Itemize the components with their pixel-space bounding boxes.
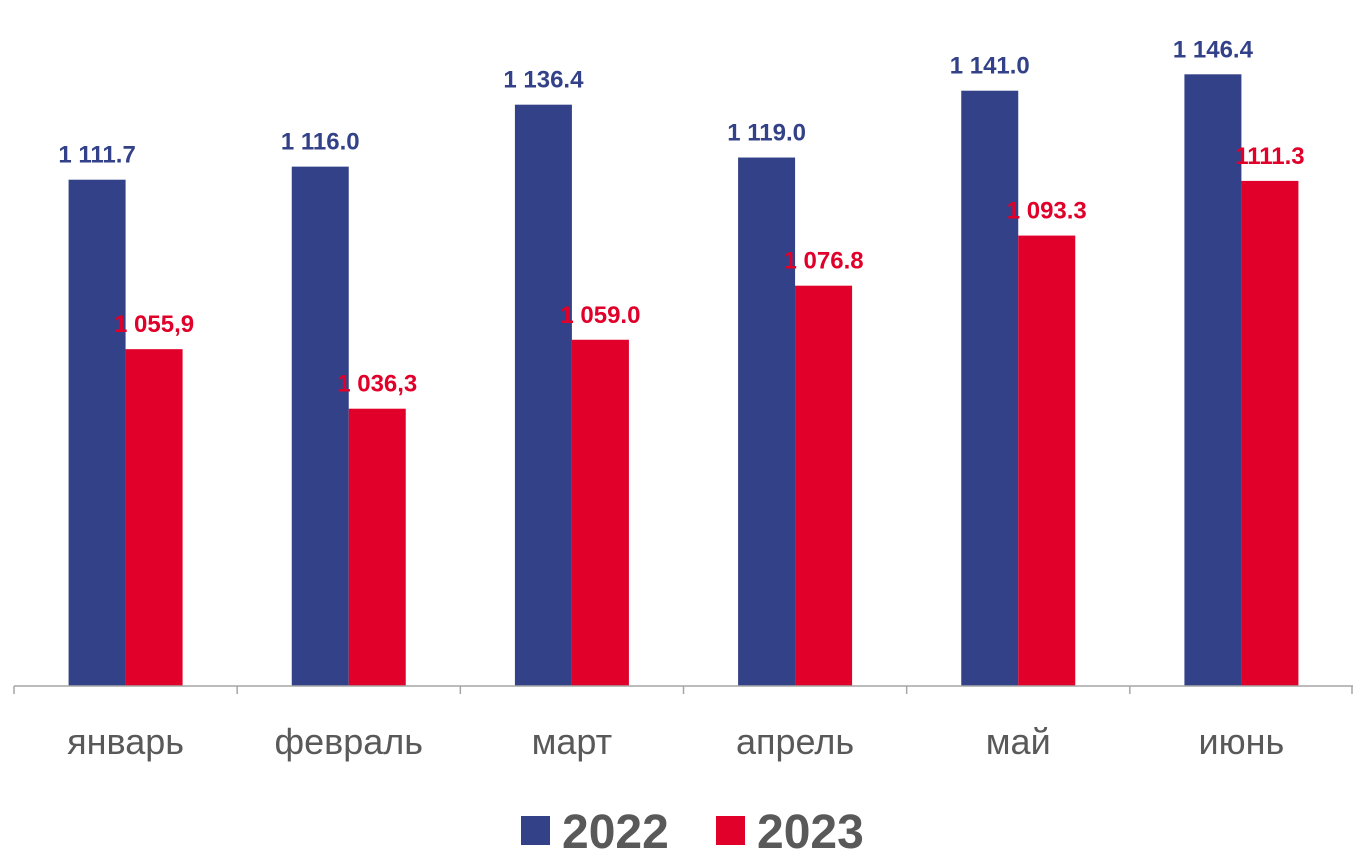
- bar-2023-0: [125, 349, 183, 686]
- data-label-2023-1: 1 036,3: [337, 371, 417, 398]
- x-axis: [13, 685, 1353, 694]
- bar-2022-5: [1184, 74, 1242, 687]
- data-label-2023-4: 1 093.3: [1007, 198, 1087, 225]
- bar-2023-3: [795, 285, 853, 686]
- bar-2022-1: [291, 166, 349, 686]
- data-label-2023-2: 1 059.0: [560, 302, 640, 329]
- bar-2023-5: [1241, 180, 1299, 686]
- legend: 2022 2023: [521, 806, 864, 858]
- bar-2023-2: [571, 339, 629, 686]
- category-label-2: март: [532, 721, 613, 762]
- data-label-2022-1: 1 116.0: [281, 129, 360, 156]
- legend-label-2022: 2022: [562, 806, 669, 858]
- data-labels-layer: 1 111.7 1 055,9 1 116.0 1 036,3 1 136.4 1 059…: [58, 36, 1304, 397]
- legend-label-2023: 2023: [757, 806, 864, 858]
- legend-swatch-2022: [521, 816, 550, 845]
- bar-2022-3: [738, 157, 796, 686]
- category-label-3: апрель: [736, 721, 854, 762]
- bar-2022-2: [514, 104, 572, 686]
- bar-2023-1: [348, 408, 406, 686]
- category-label-0: январь: [67, 721, 184, 762]
- bar-2022-0: [68, 179, 126, 686]
- bars-layer: [68, 74, 1299, 687]
- data-label-2022-3: 1 119.0: [727, 120, 806, 147]
- data-label-2023-0: 1 055,9: [114, 311, 194, 338]
- data-label-2022-0: 1 111.7: [58, 142, 135, 169]
- bar-2023-4: [1018, 235, 1076, 687]
- category-label-5: июнь: [1199, 721, 1285, 762]
- data-label-2022-2: 1 136.4: [503, 67, 584, 94]
- category-labels: январь февраль март апрель май июнь: [67, 721, 1284, 762]
- data-label-2022-5: 1 146.4: [1173, 36, 1254, 63]
- category-label-1: февраль: [274, 721, 423, 762]
- category-label-4: май: [986, 721, 1051, 762]
- data-label-2022-4: 1 141.0: [950, 53, 1030, 80]
- data-label-2023-3: 1 076.8: [784, 248, 864, 275]
- data-label-2023-5: 1111.3: [1235, 143, 1304, 170]
- bar-2022-4: [961, 90, 1019, 687]
- legend-swatch-2023: [716, 816, 745, 845]
